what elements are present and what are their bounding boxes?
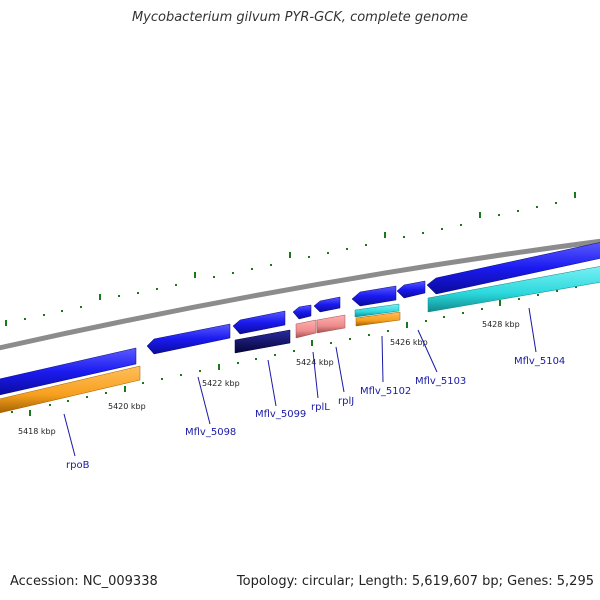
lower-scale bbox=[11, 286, 577, 416]
cds-feature bbox=[292, 304, 312, 320]
gene-feature bbox=[234, 329, 291, 354]
accession-text: Accession: NC_009338 bbox=[10, 574, 158, 589]
gene-feature bbox=[355, 311, 401, 327]
gene-feature bbox=[316, 314, 346, 334]
cds-feature bbox=[426, 242, 600, 295]
tick-label: 5422 kbp bbox=[202, 379, 240, 388]
tick-label: 5420 kbp bbox=[108, 402, 146, 411]
gene-label-mflv-5102: Mflv_5102 bbox=[360, 386, 411, 397]
gene-label-mflv-5104: Mflv_5104 bbox=[514, 356, 565, 367]
genome-backbone bbox=[0, 238, 600, 351]
cds-feature bbox=[232, 310, 286, 335]
page-title: Mycobacterium gilvum PYR-GCK, complete g… bbox=[131, 10, 469, 25]
genome-stats-text: Topology: circular; Length: 5,619,607 bp… bbox=[236, 574, 594, 589]
gene-label-rplj: rplJ bbox=[338, 396, 354, 407]
tick-label: 5426 kbp bbox=[390, 338, 428, 347]
leader-lines bbox=[63, 307, 537, 457]
gene-label-mflv-5099: Mflv_5099 bbox=[255, 409, 306, 420]
tick-label: 5428 kbp bbox=[482, 320, 520, 329]
gene-feature bbox=[427, 266, 600, 313]
tick-label: 5418 kbp bbox=[18, 427, 56, 436]
gene-label-rpll: rplL bbox=[311, 402, 330, 413]
cds-feature bbox=[313, 296, 341, 313]
gene-label-rpob: rpoB bbox=[66, 460, 90, 471]
upper-scale bbox=[5, 192, 576, 326]
cds-feature bbox=[0, 347, 137, 396]
tick-label: 5424 kbp bbox=[296, 358, 334, 367]
gene-label-mflv-5103: Mflv_5103 bbox=[415, 376, 466, 387]
cds-feature bbox=[396, 280, 426, 299]
gene-feature bbox=[354, 303, 400, 318]
gene-label-mflv-5098: Mflv_5098 bbox=[185, 427, 236, 438]
cds-feature bbox=[146, 323, 231, 355]
gene-feature bbox=[0, 365, 141, 414]
gene-feature bbox=[295, 319, 317, 339]
cds-feature bbox=[351, 285, 397, 307]
